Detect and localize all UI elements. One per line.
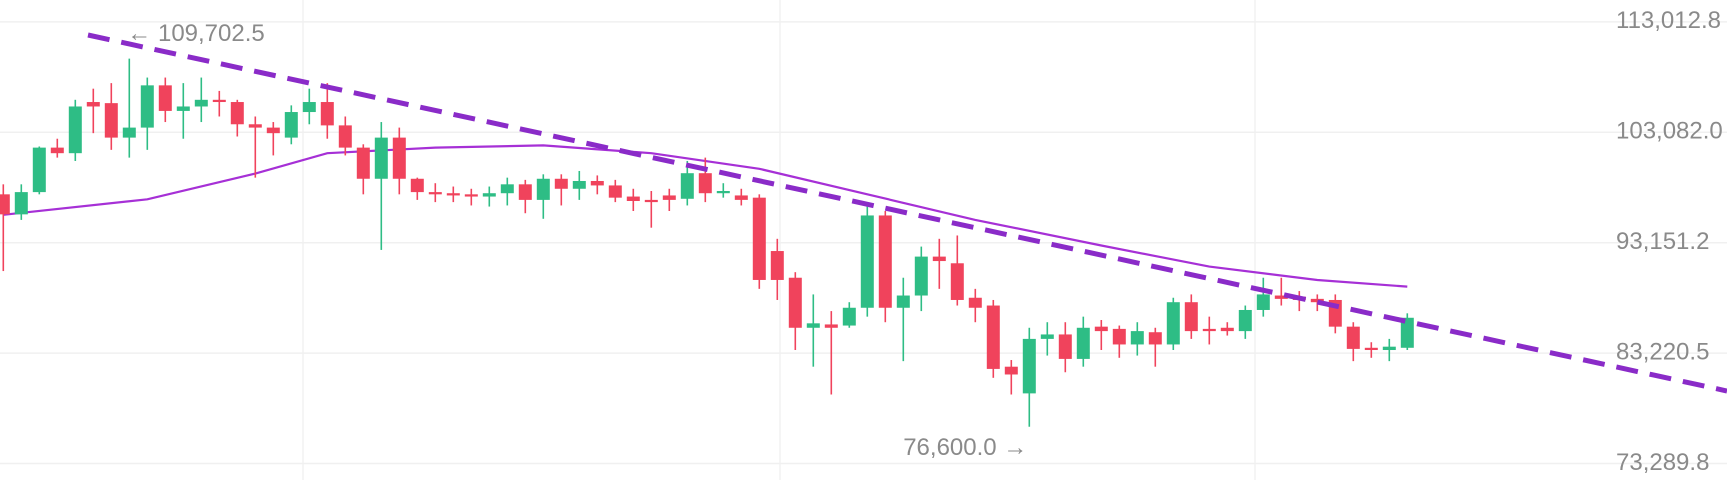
candle-body xyxy=(1112,328,1126,345)
candle-body xyxy=(230,102,244,125)
candle-body xyxy=(1076,327,1090,359)
candle-body xyxy=(1310,298,1324,303)
y-tick-label: 83,220.5 xyxy=(1616,338,1709,365)
candle-body xyxy=(590,180,604,186)
candle-body xyxy=(428,192,442,195)
candle-body xyxy=(914,256,928,296)
candle-body xyxy=(1184,302,1198,332)
y-tick-label: 93,151.2 xyxy=(1616,228,1709,255)
candle-body xyxy=(986,305,1000,369)
trend-line xyxy=(87,32,1727,394)
candle-body xyxy=(158,85,172,111)
candle-body xyxy=(374,137,388,179)
y-tick-label: 73,289.8 xyxy=(1616,449,1709,476)
candle-body xyxy=(1238,309,1252,332)
candle-body xyxy=(1202,328,1216,332)
candle-body xyxy=(122,127,136,138)
candle-body xyxy=(0,194,10,215)
candle-body xyxy=(1346,326,1360,349)
candle-body xyxy=(1148,332,1162,345)
candle-body xyxy=(806,323,820,328)
candle-body xyxy=(1220,327,1234,332)
candle-body xyxy=(1058,334,1072,359)
candle-body xyxy=(932,256,946,262)
candle-body xyxy=(482,193,496,197)
candle-body xyxy=(644,199,658,203)
candle-body xyxy=(500,184,514,194)
candle-body xyxy=(284,112,298,138)
y-tick-label: 103,082.0 xyxy=(1616,118,1723,145)
candle-body xyxy=(1022,338,1036,394)
candle-body xyxy=(1382,346,1396,351)
candle-body xyxy=(392,137,406,179)
candle-body xyxy=(770,251,784,280)
candle-body xyxy=(1274,295,1288,299)
candle-body xyxy=(302,102,316,113)
candle-body xyxy=(32,147,46,193)
candle-body xyxy=(68,106,82,154)
candle-body xyxy=(680,173,694,199)
candle-body xyxy=(824,324,838,328)
y-tick-label: 113,012.8 xyxy=(1616,7,1721,34)
candle-body xyxy=(356,147,370,179)
candle-body xyxy=(860,215,874,308)
candle-body xyxy=(842,307,856,326)
labels: 113,012.8 103,082.0 93,151.2 83,220.5 73,289… xyxy=(127,7,1722,476)
candle-body xyxy=(1094,326,1108,332)
candle-body xyxy=(752,197,766,280)
candle-body xyxy=(950,263,964,300)
candle-body xyxy=(464,194,478,197)
candle-body xyxy=(248,124,262,128)
candle-body xyxy=(662,195,676,200)
candle-body xyxy=(1400,317,1414,348)
candle-body xyxy=(878,215,892,308)
low-annotation: 76,600.0 → xyxy=(903,434,1027,461)
candle-body xyxy=(446,193,460,196)
candle-body xyxy=(410,178,424,193)
high-annotation: ← 109,702.5 xyxy=(127,20,264,47)
candle-body xyxy=(50,147,64,154)
candle-body xyxy=(1256,294,1270,310)
candle-body xyxy=(176,106,190,111)
candle-body xyxy=(1166,302,1180,345)
candle-body xyxy=(626,196,640,202)
candle-body xyxy=(716,190,730,194)
candle-body xyxy=(266,127,280,134)
candle-body xyxy=(968,297,982,308)
candle-body xyxy=(734,195,748,200)
candle-body xyxy=(14,192,28,215)
candle-body xyxy=(536,178,550,200)
candle-body xyxy=(896,295,910,308)
candle-body xyxy=(698,173,712,194)
candle-body xyxy=(572,180,586,189)
candle-body xyxy=(338,125,352,148)
candle-body xyxy=(788,277,802,328)
candle-body xyxy=(608,185,622,198)
candle-body xyxy=(518,184,532,200)
candle-body xyxy=(1040,334,1054,339)
candle-body xyxy=(554,178,568,189)
candle-body xyxy=(320,102,334,126)
candle-body xyxy=(86,102,100,107)
candle-body xyxy=(1004,366,1018,375)
candle-body xyxy=(1130,331,1144,345)
marks xyxy=(0,58,1414,427)
candle-body xyxy=(212,99,226,103)
candle-body xyxy=(104,103,118,138)
candle-body xyxy=(1364,347,1378,351)
candle-body xyxy=(140,85,154,128)
candle-body xyxy=(194,99,208,107)
